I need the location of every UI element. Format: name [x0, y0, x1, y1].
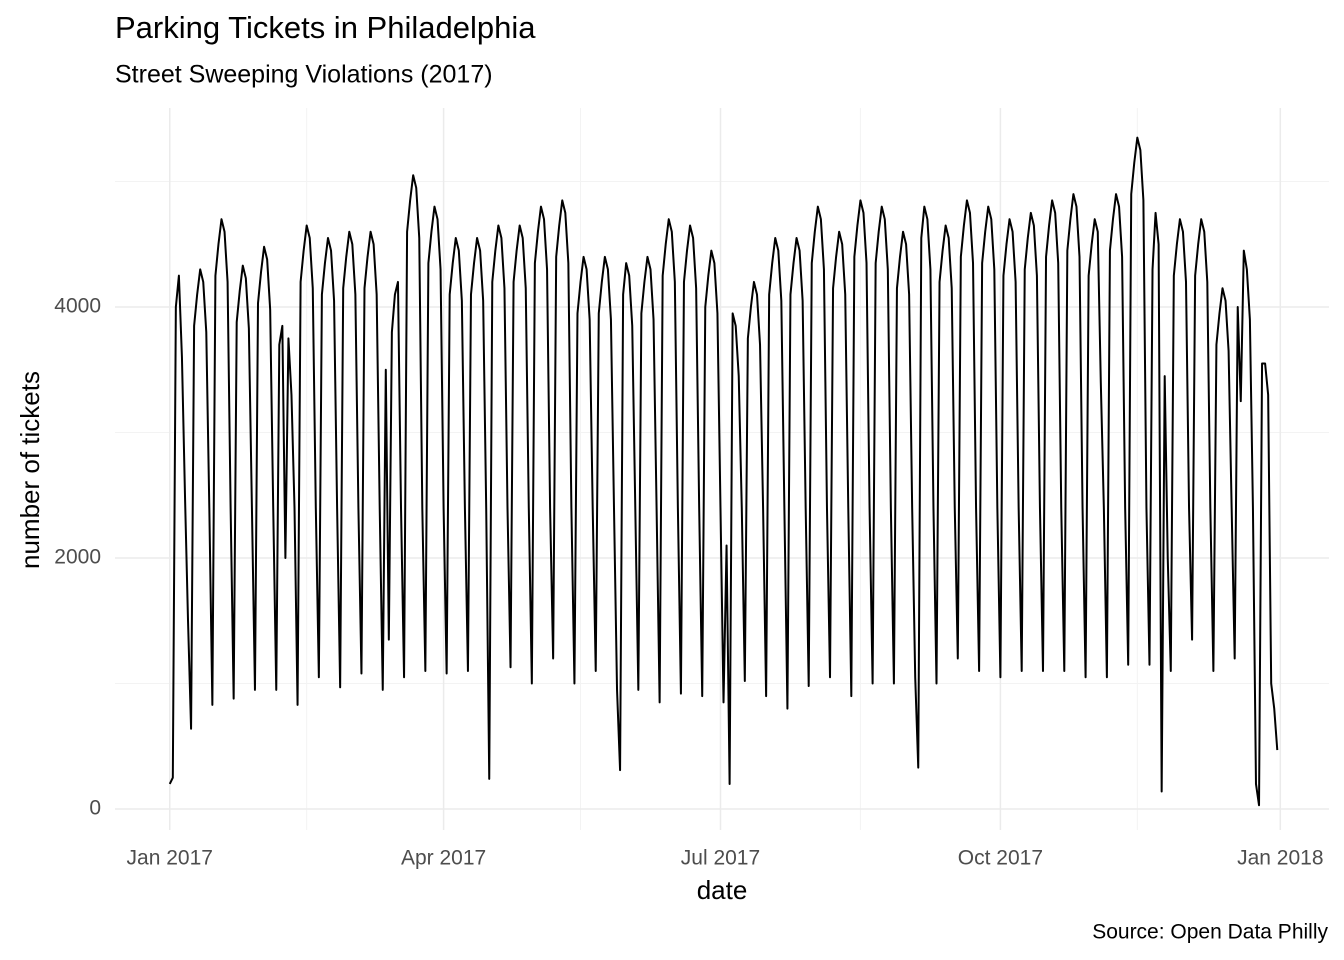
- chart-title: Parking Tickets in Philadelphia: [115, 10, 536, 45]
- x-axis-title: date: [697, 875, 748, 905]
- x-tick-label: Apr 2017: [401, 847, 486, 870]
- x-tick-label: Oct 2017: [958, 847, 1043, 870]
- y-axis-title: number of tickets: [15, 371, 45, 569]
- y-tick-label: 2000: [54, 546, 101, 569]
- chart-subtitle: Street Sweeping Violations (2017): [115, 61, 493, 89]
- x-tick-label: Jan 2017: [127, 847, 213, 870]
- x-tick-label: Jan 2018: [1237, 847, 1323, 870]
- y-tick-label: 0: [89, 797, 101, 820]
- x-tick-label: Jul 2017: [681, 847, 760, 870]
- y-tick-label: 4000: [54, 295, 101, 318]
- caption: Source: Open Data Philly: [1092, 921, 1328, 944]
- data-line: [168, 136, 1279, 807]
